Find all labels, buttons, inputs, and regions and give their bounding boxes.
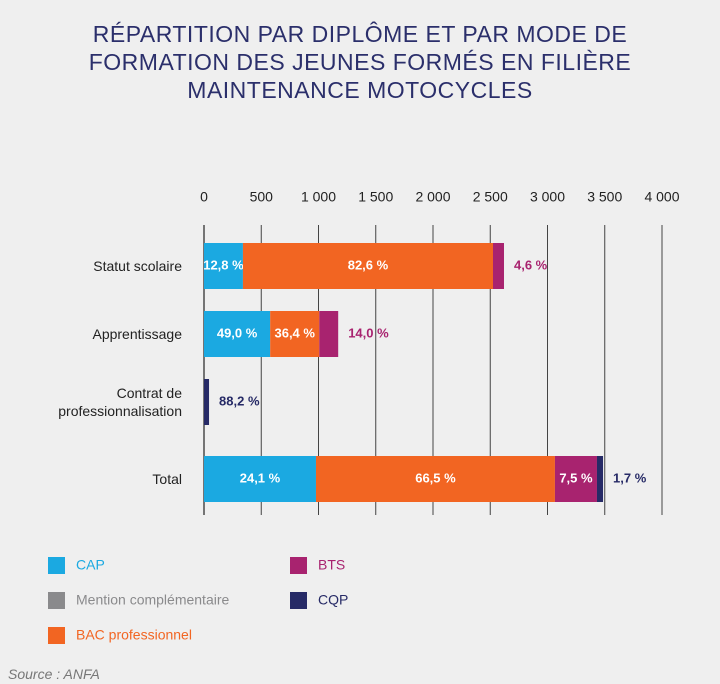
x-tick-label: 2 000 <box>415 189 450 205</box>
legend-swatch <box>48 592 65 609</box>
x-tick-label: 1 000 <box>301 189 336 205</box>
data-label: 12,8 % <box>203 257 244 272</box>
bar-segment <box>242 243 493 289</box>
data-label: 49,0 % <box>217 325 258 340</box>
y-tick-label: Apprentissage <box>92 326 182 342</box>
bar-segment <box>204 311 271 357</box>
x-tick-label: 1 500 <box>358 189 393 205</box>
data-label: 66,5 % <box>415 470 456 485</box>
y-tick-label: Contrat de professionnalisation <box>58 385 182 419</box>
legend-label: CQP <box>318 592 348 608</box>
data-label: 36,4 % <box>274 325 315 340</box>
bar-segment <box>319 311 339 357</box>
y-tick-label: Statut scolaire <box>93 258 182 274</box>
bar-segment <box>492 243 504 289</box>
data-label: 88,2 % <box>219 393 260 408</box>
legend-label: Mention complémentaire <box>76 592 230 608</box>
bar-segment <box>204 379 210 425</box>
x-tick-label: 500 <box>250 189 274 205</box>
legend-swatch <box>290 557 307 574</box>
data-label: 82,6 % <box>348 257 389 272</box>
x-tick-label: 0 <box>200 189 208 205</box>
data-label: 24,1 % <box>240 470 281 485</box>
bar-segment <box>204 456 316 502</box>
legend-swatch <box>290 592 307 609</box>
source: Source : ANFA <box>8 666 100 682</box>
bar-segment <box>270 311 320 357</box>
legend-swatch <box>48 557 65 574</box>
x-tick-label: 2 500 <box>473 189 508 205</box>
data-label: 14,0 % <box>348 325 389 340</box>
data-label: 1,7 % <box>613 470 647 485</box>
legend-swatch <box>48 627 65 644</box>
legend-label: CAP <box>76 557 105 573</box>
data-label: 4,6 % <box>514 257 548 272</box>
bar-segment <box>554 456 597 502</box>
legend-label: BTS <box>318 557 345 573</box>
x-tick-label: 3 500 <box>587 189 622 205</box>
x-tick-label: 4 000 <box>644 189 679 205</box>
bar-segment <box>315 456 555 502</box>
legend-label: BAC professionnel <box>76 627 192 643</box>
chart-title: RÉPARTITION PAR DIPLÔME ET PAR MODE DE F… <box>88 21 632 103</box>
x-tick-label: 3 000 <box>530 189 565 205</box>
y-tick-label: Total <box>152 471 182 487</box>
data-label: 7,5 % <box>559 470 593 485</box>
bar-segment <box>596 456 604 502</box>
bar-segment <box>204 243 243 289</box>
